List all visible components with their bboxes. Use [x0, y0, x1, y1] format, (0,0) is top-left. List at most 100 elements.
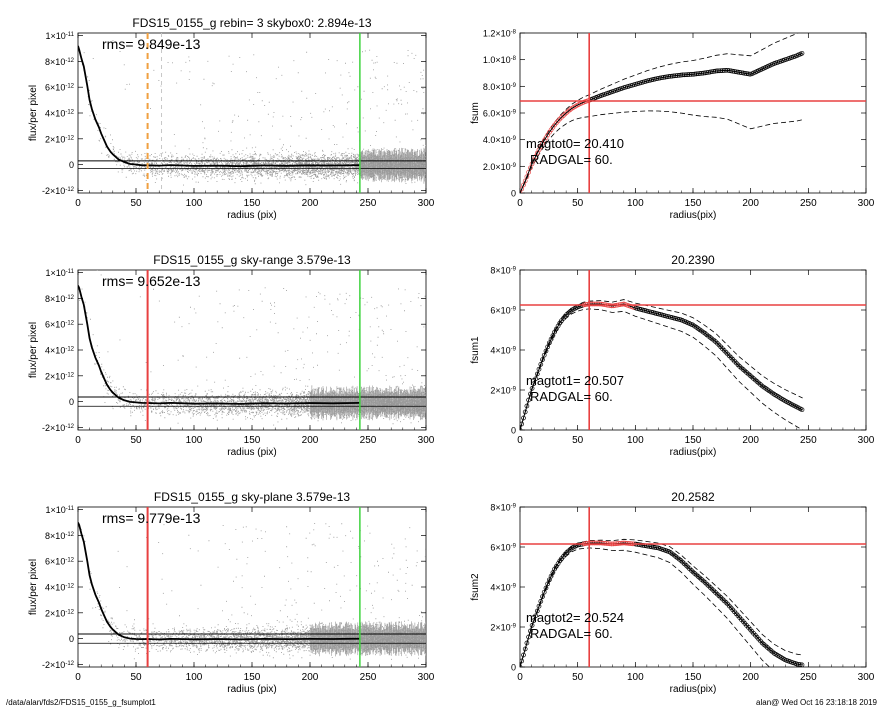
magtot-annotation: magtot1= 20.507: [526, 373, 624, 388]
data-point: [545, 581, 551, 587]
x-tick-label: 200: [302, 198, 319, 209]
footer-user-timestamp: alan@ Wed Oct 16 23:18:18 2019: [756, 698, 877, 707]
plot-area: [520, 507, 866, 667]
x-tick-label: 0: [517, 198, 523, 209]
x-tick-label: 100: [627, 672, 644, 683]
chart-title: FDS15_0155_g sky-plane 3.579e-13: [154, 490, 350, 504]
flux-profile-panel: 0 50 100 150 200 250 300 1×10-11 8×10-12 6×10-12 4…: [28, 16, 435, 221]
markers: [520, 301, 805, 430]
data-point: [543, 348, 549, 354]
x-tick-label: 300: [418, 198, 435, 209]
x-tick-label: 300: [858, 198, 875, 209]
x-axis-label: radius(pix): [670, 447, 717, 458]
flux-profile-panel: 0 50 100 150 200 250 300 1×10-11 8×10-12 6×10-12 4…: [28, 253, 435, 458]
y-tick-label: 0: [69, 397, 74, 407]
x-tick-label: 200: [302, 435, 319, 446]
x-tick-label: 200: [742, 435, 759, 446]
data-point: [531, 618, 537, 623]
rms-annotation: rms= 9.849e-13: [102, 36, 201, 52]
y-tick-label: 0: [69, 160, 74, 170]
y-tick-label: 2×10-9: [490, 623, 516, 633]
chart-title: 20.2390: [671, 253, 715, 267]
x-tick-label: 50: [572, 435, 584, 446]
chart-title: 20.2582: [671, 490, 715, 504]
y-tick-label: 4×10-9: [490, 346, 516, 356]
x-tick-label: 250: [360, 672, 377, 683]
y-axis-label: fsum: [470, 102, 481, 124]
x-tick-label: 100: [627, 435, 644, 446]
y-tick-label: 4×10-9: [490, 583, 516, 593]
y-tick-label: 1×10-11: [45, 268, 74, 278]
radgal-annotation: RADGAL= 60.: [530, 626, 613, 641]
data-point: [799, 407, 805, 413]
x-tick-label: 100: [627, 198, 644, 209]
x-tick-label: 100: [186, 198, 203, 209]
y-axis-label: flux/per pixel: [28, 85, 39, 141]
y-tick-label: 2×10-12: [45, 134, 75, 144]
rms-annotation: rms= 9.652e-13: [102, 273, 201, 289]
x-tick-label: 0: [75, 435, 81, 446]
y-tick-label: 2×10-12: [45, 608, 75, 618]
y-axis-label: fsum2: [470, 573, 481, 601]
plot-area: [520, 270, 866, 430]
error-envelope-line: [520, 538, 803, 667]
error-bars: [359, 147, 426, 183]
y-axis-label: flux/per pixel: [28, 322, 39, 378]
cumulative-flux-panel: 0 50 100 150 200 250 300 1.2×10-8 1.0×10-8 8.0×10…: [470, 29, 875, 222]
flux-profile-panel: 0 50 100 150 200 250 300 1×10-11 8×10-12 6×10-12 4…: [28, 490, 435, 695]
x-tick-label: 150: [244, 672, 261, 683]
magtot-annotation: magtot2= 20.524: [526, 610, 624, 625]
x-tick-label: 50: [572, 198, 584, 209]
y-tick-label: 0: [511, 426, 516, 436]
data-point: [533, 613, 538, 619]
chart-title: FDS15_0155_g sky-range 3.579e-13: [153, 253, 351, 267]
x-tick-label: 0: [75, 198, 81, 209]
data-point: [533, 376, 538, 382]
data-point: [529, 386, 535, 391]
y-tick-label: 8×10-12: [45, 531, 75, 541]
plot-frame: [519, 32, 867, 194]
plot-area: [78, 270, 426, 430]
y-tick-label: -2×10-12: [42, 423, 75, 433]
y-tick-label: 4.0×10-9: [483, 135, 517, 145]
markers: [520, 50, 805, 193]
data-point: [520, 658, 525, 664]
x-tick-label: 100: [186, 672, 203, 683]
x-tick-label: 150: [244, 435, 261, 446]
data-point: [521, 415, 526, 421]
x-tick-label: 250: [800, 672, 817, 683]
y-tick-label: 6×10-12: [45, 557, 75, 567]
scatter-point: [79, 270, 426, 426]
y-tick-label: 4×10-12: [45, 109, 75, 119]
x-tick-label: 0: [517, 672, 523, 683]
radgal-annotation: RADGAL= 60.: [530, 152, 613, 167]
y-tick-label: 4×10-12: [45, 583, 75, 593]
data-point: [531, 157, 537, 163]
error-bars: [310, 621, 426, 657]
y-tick-label: 4×10-12: [45, 346, 75, 356]
y-tick-label: 2×10-12: [45, 371, 75, 381]
y-tick-label: 6×10-12: [45, 320, 75, 330]
y-tick-label: 6×10-9: [490, 306, 516, 316]
x-tick-label: 250: [800, 435, 817, 446]
radgal-annotation: RADGAL= 60.: [530, 389, 613, 404]
y-tick-label: 8×10-12: [45, 294, 75, 304]
error-envelope-line: [520, 308, 803, 430]
x-tick-label: 50: [130, 435, 142, 446]
data-point: [538, 599, 544, 604]
y-tick-label: 1.0×10-8: [483, 55, 517, 65]
cumulative-flux-panel: 0 50 100 150 200 250 300 8×10-9 6×10-9 4×10-9 2×10…: [470, 253, 875, 458]
x-tick-label: 150: [685, 672, 702, 683]
x-tick-label: 300: [858, 435, 875, 446]
y-axis-label: flux/per pixel: [28, 559, 39, 615]
x-tick-label: 250: [360, 198, 377, 209]
y-tick-label: 1×10-11: [45, 31, 74, 41]
data-point: [541, 352, 547, 358]
rms-annotation: rms= 9.779e-13: [102, 510, 201, 526]
error-envelope-line: [520, 33, 799, 193]
x-tick-label: 300: [418, 435, 435, 446]
data-point: [526, 634, 531, 640]
y-tick-label: 0: [511, 189, 516, 199]
y-tick-label: 8×10-12: [45, 57, 75, 67]
y-tick-label: -2×10-12: [42, 660, 75, 670]
